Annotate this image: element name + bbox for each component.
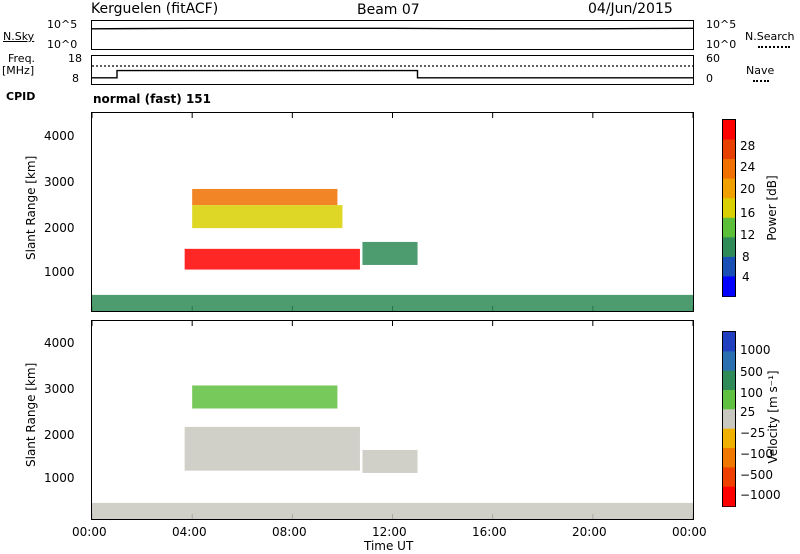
velocity-cbar-tick-100: 100	[740, 386, 763, 400]
nave-label: Nave	[746, 64, 775, 77]
date-title: 04/Jun/2015	[588, 1, 673, 17]
power-region-3	[362, 241, 418, 265]
nsky-right-tick-bottom: 10^0	[706, 38, 737, 51]
power-cbar-tick-8: 8	[742, 250, 750, 264]
power-region-2	[192, 205, 343, 229]
velocity-cbar-tick-neg100: −100	[740, 447, 773, 461]
power-colorbar	[722, 119, 736, 297]
power-cbar-swatch	[723, 139, 735, 160]
velocity-colorbar	[722, 331, 736, 507]
velocity-region-2	[362, 449, 418, 473]
velocity-cbar-swatch	[723, 467, 735, 487]
power-cbar-swatch	[723, 276, 735, 297]
velocity-cbar-swatch	[723, 390, 735, 410]
power-cbar-swatch	[723, 237, 735, 258]
velocity-ytick-3000: 3000	[44, 382, 75, 396]
velocity-cbar-swatch	[723, 332, 735, 352]
freq-unit: [MHz]	[2, 64, 35, 77]
velocity-ytick-1000: 1000	[44, 471, 75, 485]
power-cbar-tick-28: 28	[740, 139, 756, 153]
velocity-cbar-swatch	[723, 409, 735, 429]
xtick-1600: 16:00	[472, 525, 507, 539]
cpid-label: CPID	[6, 90, 36, 103]
nsearch-label: N.Search	[745, 30, 795, 43]
velocity-region-0	[184, 426, 360, 471]
power-cbar-tick-12: 12	[740, 228, 756, 242]
power-cbar-tick-20: 20	[740, 182, 756, 196]
freq-panel	[91, 55, 694, 85]
xtick-2400: 00:00	[672, 525, 707, 539]
velocity-cbar-tick-neg1000: −1000	[740, 488, 781, 502]
nsearch-legend-line	[758, 46, 790, 48]
velocity-cbar-tick-500: 500	[740, 365, 763, 379]
xtick-1200: 12:00	[372, 525, 407, 539]
power-region-0	[184, 248, 360, 270]
power-region-1	[192, 188, 338, 206]
velocity-region-3	[92, 502, 693, 519]
nsky-series-line	[91, 27, 694, 30]
velocity-cbar-swatch	[723, 486, 735, 507]
xaxis-label: Time UT	[364, 539, 414, 553]
freq-left-tick-bottom: 8	[72, 72, 79, 85]
velocity-cbar-swatch	[723, 351, 735, 371]
velocity-cbar-swatch	[723, 370, 735, 391]
nsky-left-tick-bottom: 10^0	[47, 38, 78, 51]
xtick-0400: 04:00	[172, 525, 207, 539]
power-cbar-swatch	[723, 159, 735, 179]
station-title: Kerguelen (fitACF)	[91, 1, 219, 17]
power-ytick-1000: 1000	[44, 265, 75, 279]
power-cbar-swatch	[723, 256, 735, 277]
power-cbar-tick-4: 4	[742, 270, 750, 284]
cpid-value: normal (fast) 151	[93, 92, 211, 106]
velocity-cbar-tick-neg25: −25	[740, 426, 766, 440]
nsky-label: N.Sky	[3, 30, 35, 43]
velocity-cbar-tick-25: 25	[740, 405, 756, 419]
nsky-right-tick-top: 10^5	[706, 18, 737, 31]
power-cbar-tick-24: 24	[740, 160, 756, 174]
velocity-ytick-2000: 2000	[44, 428, 75, 442]
freq-label: Freq.	[8, 52, 36, 65]
power-cbar-swatch	[723, 217, 735, 238]
freq-series-line	[92, 69, 693, 79]
xtick-2000: 20:00	[572, 525, 607, 539]
freq-right-tick-bottom: 0	[706, 72, 713, 85]
nave-legend-line	[753, 80, 769, 82]
velocity-cbar-swatch	[723, 428, 735, 449]
velocity-cbar-swatch	[723, 448, 735, 468]
power-ytick-4000: 4000	[44, 129, 75, 143]
power-cbar-swatch	[723, 178, 735, 199]
velocity-ytick-4000: 4000	[44, 336, 75, 350]
freq-left-tick-top: 18	[68, 52, 82, 65]
beam-title: Beam 07	[357, 2, 420, 18]
power-ytick-3000: 3000	[44, 175, 75, 189]
velocity-cbar-tick-1000: 1000	[740, 343, 771, 357]
xtick-0800: 08:00	[272, 525, 307, 539]
power-cbar-tick-16: 16	[740, 206, 756, 220]
nsky-panel	[91, 20, 694, 50]
velocity-cbar-tick-neg500: −500	[740, 468, 773, 482]
power-cbar-swatch	[723, 120, 735, 140]
power-region-4	[92, 294, 693, 311]
freq-right-tick-top: 60	[706, 52, 720, 65]
nsky-left-tick-top: 10^5	[47, 18, 78, 31]
xtick-0000: 00:00	[72, 525, 107, 539]
velocity-region-1	[192, 385, 338, 409]
power-ytick-2000: 2000	[44, 221, 75, 235]
power-cbar-swatch	[723, 198, 735, 219]
